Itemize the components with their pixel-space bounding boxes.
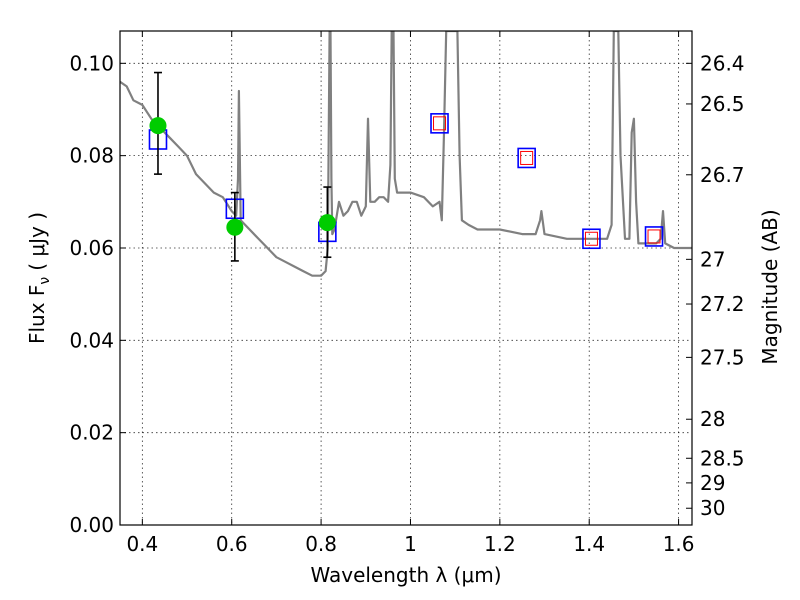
plot-frame xyxy=(119,30,693,526)
x-tick-label: 1.2 xyxy=(484,532,516,556)
x-tick-label: 1.6 xyxy=(663,532,695,556)
open-square-marker xyxy=(430,113,449,134)
x-axis-label: Wavelength λ (μm) xyxy=(310,563,501,587)
x-tick-label: 0.4 xyxy=(126,532,158,556)
x-tick-label: 1 xyxy=(404,532,417,556)
y-tick-label: 0.04 xyxy=(69,328,114,352)
x-tick-label: 1.4 xyxy=(573,532,605,556)
x-tick-label: 0.6 xyxy=(216,532,248,556)
y-axis-label: Flux Fν( μJy ) xyxy=(25,212,53,344)
y2-tick-label: 29 xyxy=(700,471,725,495)
y-tick-label: 0.06 xyxy=(69,236,114,260)
small-square-marker xyxy=(520,150,534,165)
model-spectrum-layer xyxy=(120,31,692,277)
y-tick-label: 0.00 xyxy=(69,513,114,537)
x-tick-label: 0.8 xyxy=(305,532,337,556)
small-square-marker xyxy=(584,231,598,246)
y-tick-label: 0.10 xyxy=(69,51,114,75)
y-tick-label: 0.02 xyxy=(69,421,114,445)
open-square-marker xyxy=(517,147,536,169)
y2-tick-label: 30 xyxy=(700,496,725,520)
y2-tick-label: 27 xyxy=(700,247,725,271)
filled-circle-marker xyxy=(318,214,336,232)
open-square-marker xyxy=(644,226,664,247)
filled-circle-marker xyxy=(149,117,167,135)
y2-tick-label: 27.2 xyxy=(700,292,745,316)
y2-tick-label: 28.5 xyxy=(700,446,745,470)
y2-axis-label: Magnitude (AB) xyxy=(758,209,782,364)
photometry-layer xyxy=(148,71,664,262)
grid xyxy=(120,31,692,526)
y-tick-label: 0.08 xyxy=(69,144,114,168)
y2-tick-label: 27.5 xyxy=(700,345,745,369)
small-square-marker xyxy=(433,116,447,131)
filled-circle-marker xyxy=(226,218,244,236)
model-spectrum-line xyxy=(120,31,692,277)
y2-tick-label: 26.7 xyxy=(700,163,745,187)
y2-tick-label: 28 xyxy=(700,407,725,431)
y2-tick-label: 26.4 xyxy=(700,51,745,75)
tick-layer: 0.4 0.6 0.8 1 1.2 1.4 1.6 0.00 0.02 0.04 0.06 0.08 0… xyxy=(69,31,745,556)
open-square-marker xyxy=(582,228,601,250)
small-square-marker xyxy=(647,229,661,244)
y2-tick-label: 26.5 xyxy=(700,92,745,116)
